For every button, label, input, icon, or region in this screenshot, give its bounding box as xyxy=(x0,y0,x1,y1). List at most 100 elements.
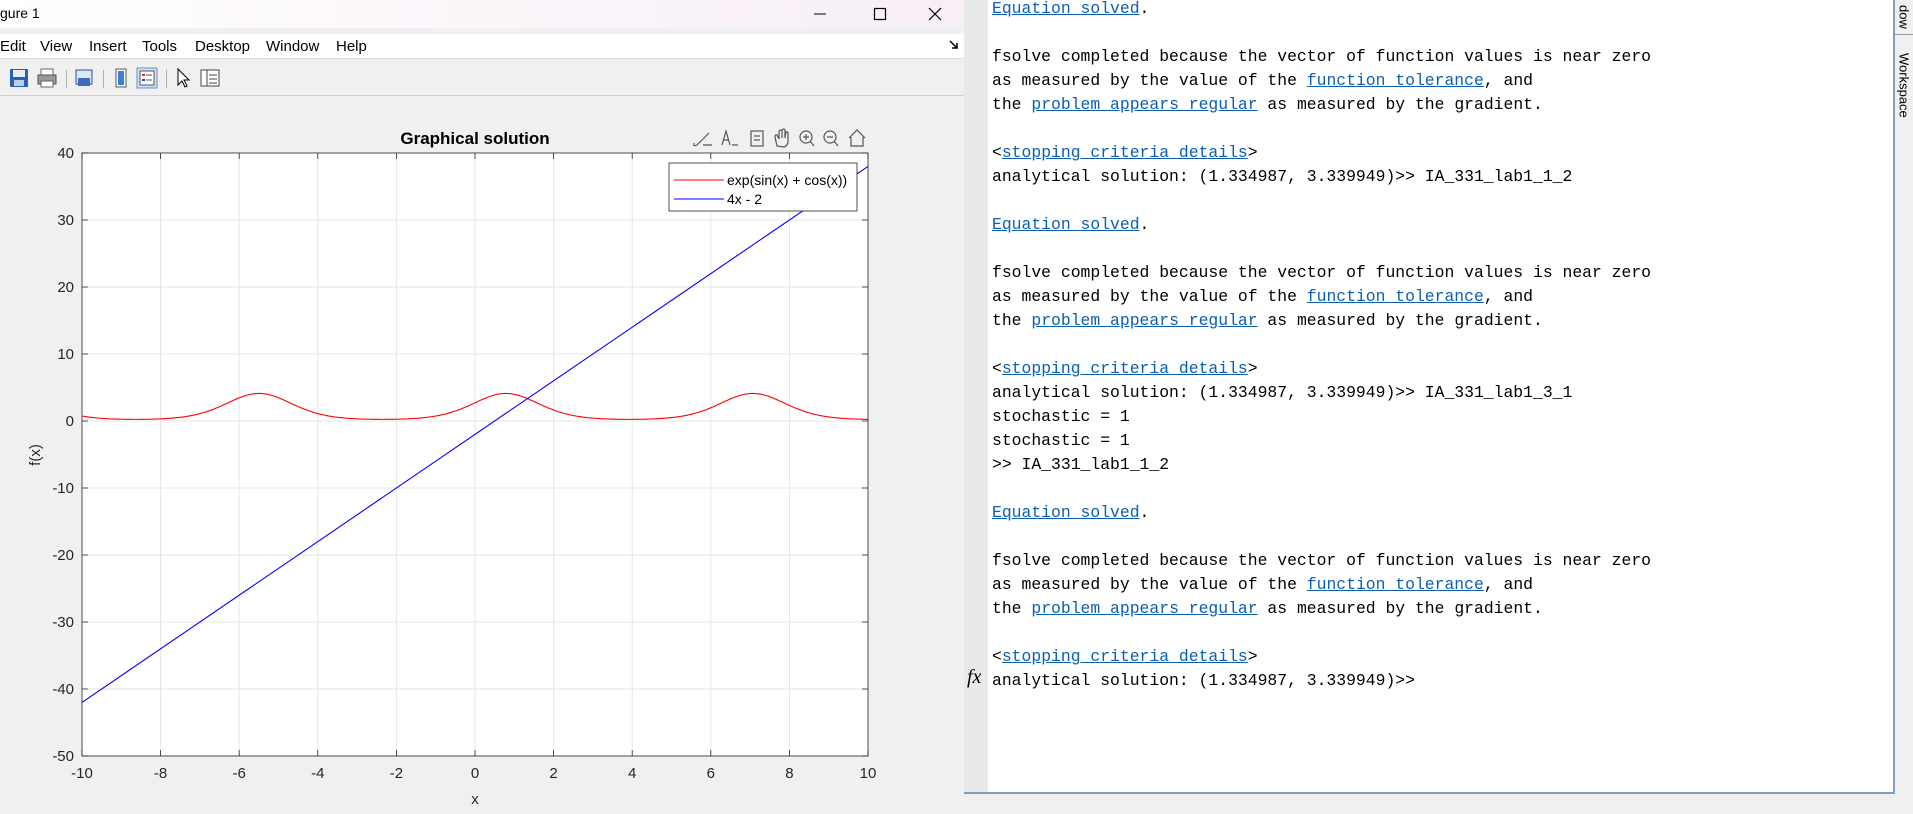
maximize-button[interactable] xyxy=(850,0,910,28)
help-link[interactable]: stopping criteria details xyxy=(1001,647,1248,666)
dock-arrow-icon[interactable] xyxy=(949,40,959,50)
help-link[interactable]: function tolerance xyxy=(1306,575,1484,594)
menu-tools[interactable]: Tools xyxy=(142,38,178,55)
zoom-in-icon[interactable] xyxy=(799,130,815,147)
y-tick-label: -30 xyxy=(52,614,74,631)
menu-window[interactable]: Window xyxy=(266,38,320,55)
command-line: stochastic = 1 xyxy=(992,405,1872,429)
restore-legend-icon[interactable] xyxy=(750,130,764,147)
output-text: as measured by the value of the xyxy=(992,575,1307,594)
output-text: as measured by the gradient. xyxy=(1257,95,1543,114)
tab-window[interactable]: dow xyxy=(1895,0,1913,35)
pointer-icon[interactable] xyxy=(173,67,195,89)
print-icon[interactable] xyxy=(36,67,58,89)
x-tick-label: 6 xyxy=(707,765,715,782)
ticks: -10 -8 -6 -4 -2 0 2 4 6 8 10-50-40-30-20-100102030… xyxy=(52,145,876,782)
x-tick-label: -4 xyxy=(311,765,324,782)
command-line: as measured by the value of the function… xyxy=(992,69,1872,93)
help-link[interactable]: function tolerance xyxy=(1306,71,1484,90)
command-output[interactable]: Equation solved. fsolve completed because… xyxy=(992,0,1872,693)
close-button[interactable] xyxy=(905,0,964,28)
command-line: the problem appears regular as measured … xyxy=(992,93,1872,117)
menu-edit[interactable]: Edit xyxy=(0,38,26,55)
property-editor-icon[interactable] xyxy=(199,67,221,89)
help-link[interactable]: problem appears regular xyxy=(1031,599,1258,618)
command-line: the problem appears regular as measured … xyxy=(992,309,1872,333)
output-text: analytical solution: (1.334987, 3.339949… xyxy=(992,671,1415,690)
chart-title: Graphical solution xyxy=(400,129,549,148)
menu-desktop[interactable]: Desktop xyxy=(195,38,251,55)
legend-icon[interactable] xyxy=(136,67,158,89)
axes-toolbar xyxy=(693,128,866,148)
command-window-border xyxy=(1893,0,1895,794)
command-line: analytical solution: (1.334987, 3.339949… xyxy=(992,165,1872,189)
status-area xyxy=(964,794,1913,814)
help-link[interactable]: Equation solved xyxy=(992,215,1140,234)
output-text: . xyxy=(1139,503,1150,522)
data-tips-icon[interactable] xyxy=(721,128,738,146)
zoom-out-icon[interactable] xyxy=(823,130,839,147)
command-line xyxy=(992,621,1872,645)
help-link[interactable]: function tolerance xyxy=(1306,287,1484,306)
pan-icon[interactable] xyxy=(774,128,789,148)
menu-insert[interactable]: Insert xyxy=(89,38,127,55)
save-icon[interactable] xyxy=(8,67,30,89)
fx-prompt-icon[interactable]: fx xyxy=(967,666,982,688)
output-text: > xyxy=(1247,359,1258,378)
help-link[interactable]: Equation solved xyxy=(992,0,1140,18)
command-line xyxy=(992,237,1872,261)
output-text: > xyxy=(1247,143,1258,162)
home-icon[interactable] xyxy=(848,129,866,147)
colorbar-icon[interactable] xyxy=(110,67,132,89)
help-link[interactable]: stopping criteria details xyxy=(1001,143,1248,162)
menu-help[interactable]: Help xyxy=(336,38,367,55)
brush-icon[interactable] xyxy=(693,132,712,147)
help-link[interactable]: problem appears regular xyxy=(1031,311,1258,330)
output-text: , and xyxy=(1483,71,1534,90)
output-text: < xyxy=(992,359,1002,378)
y-tick-label: 40 xyxy=(57,145,74,162)
print-preview-icon[interactable] xyxy=(73,67,95,89)
output-text: . xyxy=(1139,215,1150,234)
help-link[interactable]: Equation solved xyxy=(992,503,1140,522)
tab-workspace[interactable]: Workspace xyxy=(1896,52,1912,118)
command-line: <stopping criteria details> xyxy=(992,645,1872,669)
output-text: fsolve completed because the vector of f… xyxy=(992,551,1652,570)
figure-toolbar xyxy=(0,62,964,94)
command-window[interactable]: Equation solved. fsolve completed because… xyxy=(964,0,1913,814)
output-text: >> IA_331_lab1_1_2 xyxy=(992,455,1170,474)
help-link[interactable]: stopping criteria details xyxy=(1001,359,1248,378)
command-line: analytical solution: (1.334987, 3.339949… xyxy=(992,381,1872,405)
minimize-button[interactable] xyxy=(790,0,850,28)
minimize-icon xyxy=(814,13,826,15)
menu-view[interactable]: View xyxy=(40,38,73,55)
legend-box xyxy=(668,162,858,212)
command-line xyxy=(992,477,1872,501)
toolbar-separator xyxy=(66,70,67,88)
series-group xyxy=(81,165,869,703)
y-tick-label: -10 xyxy=(52,480,74,497)
command-line: <stopping criteria details> xyxy=(992,141,1872,165)
command-line xyxy=(992,21,1872,45)
output-text: fsolve completed because the vector of f… xyxy=(992,263,1652,282)
x-tick-label: -10 xyxy=(71,765,93,782)
output-text: analytical solution: (1.334987, 3.339949… xyxy=(992,383,1573,402)
maximize-icon xyxy=(873,7,887,21)
output-text: , and xyxy=(1483,287,1534,306)
output-text: . xyxy=(1139,0,1150,18)
close-icon xyxy=(928,7,942,21)
command-line: as measured by the value of the function… xyxy=(992,285,1872,309)
command-line: Equation solved. xyxy=(992,0,1872,21)
figure-window-edge xyxy=(964,0,988,814)
x-tick-label: 0 xyxy=(471,765,479,782)
help-link[interactable]: problem appears regular xyxy=(1031,95,1258,114)
command-line xyxy=(992,117,1872,141)
x-tick-label: -8 xyxy=(154,765,167,782)
output-text: stochastic = 1 xyxy=(992,431,1130,450)
toolbar-separator-line xyxy=(0,95,964,96)
legend[interactable]: exp(sin(x) + cos(x)) 4x - 2 xyxy=(668,162,858,212)
x-tick-label: 2 xyxy=(549,765,557,782)
menu-separator xyxy=(0,58,964,59)
plot-area[interactable]: -10 -8 -6 -4 -2 0 2 4 6 8 10-50-40-30-20-100102030… xyxy=(0,0,964,814)
grid xyxy=(81,152,869,757)
